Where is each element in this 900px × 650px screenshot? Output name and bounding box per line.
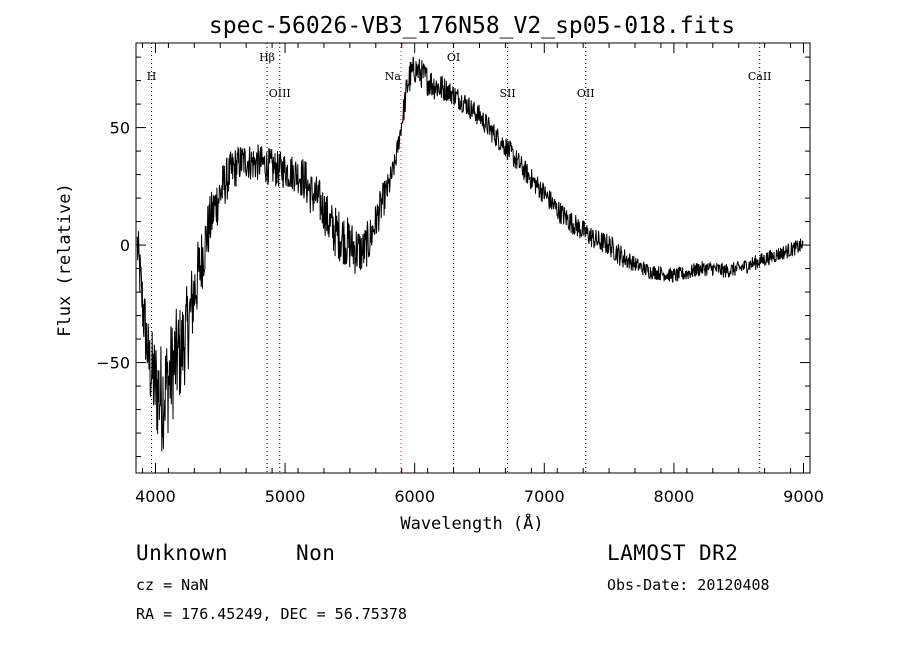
- y-tick-label: −50: [96, 354, 130, 373]
- x-tick-label: 9000: [783, 487, 824, 506]
- x-tick-label: 4000: [135, 487, 176, 506]
- redshift-label: cz = NaN: [136, 576, 209, 594]
- line-label-3: Na: [385, 70, 402, 83]
- line-label-5: SII: [499, 87, 515, 100]
- x-tick-label: 5000: [265, 487, 306, 506]
- spectral-line-markers: [151, 43, 761, 473]
- x-tick-label: 8000: [654, 487, 695, 506]
- y-axis-label: Flux (relative): [55, 183, 75, 337]
- class-label: Unknown: [136, 541, 229, 565]
- line-label-4: OI: [447, 51, 460, 64]
- y-tick-label: 0: [120, 236, 130, 255]
- plot-axes: 4000 5000 6000 7000 8000 9000 −50 0 50: [96, 42, 824, 506]
- spectrum-line: [136, 56, 804, 452]
- survey-label: LAMOST DR2: [607, 541, 739, 565]
- line-label-7: CaII: [748, 70, 772, 83]
- x-tick-label: 6000: [394, 487, 435, 506]
- y-tick-label: 50: [110, 119, 130, 138]
- plot-frame: [135, 42, 811, 474]
- line-label-2: OIII: [269, 87, 291, 100]
- subclass-label: Non: [296, 541, 336, 565]
- obs-date-label: Obs-Date: 20120408: [607, 576, 770, 594]
- x-tick-label: 7000: [524, 487, 565, 506]
- chart-title: spec-56026-VB3_176N58_V2_sp05-018.fits: [209, 13, 735, 39]
- line-label-0: H: [147, 70, 157, 83]
- line-label-6: OII: [577, 87, 595, 100]
- spectrum-series: [136, 56, 804, 452]
- line-label-1: Hβ: [259, 51, 275, 64]
- x-axis-label: Wavelength (Å): [400, 512, 543, 534]
- spectral-line-labels: H Hβ OIII Na OI SII OII CaII: [147, 51, 772, 100]
- coordinates-label: RA = 176.45249, DEC = 56.75378: [136, 605, 407, 623]
